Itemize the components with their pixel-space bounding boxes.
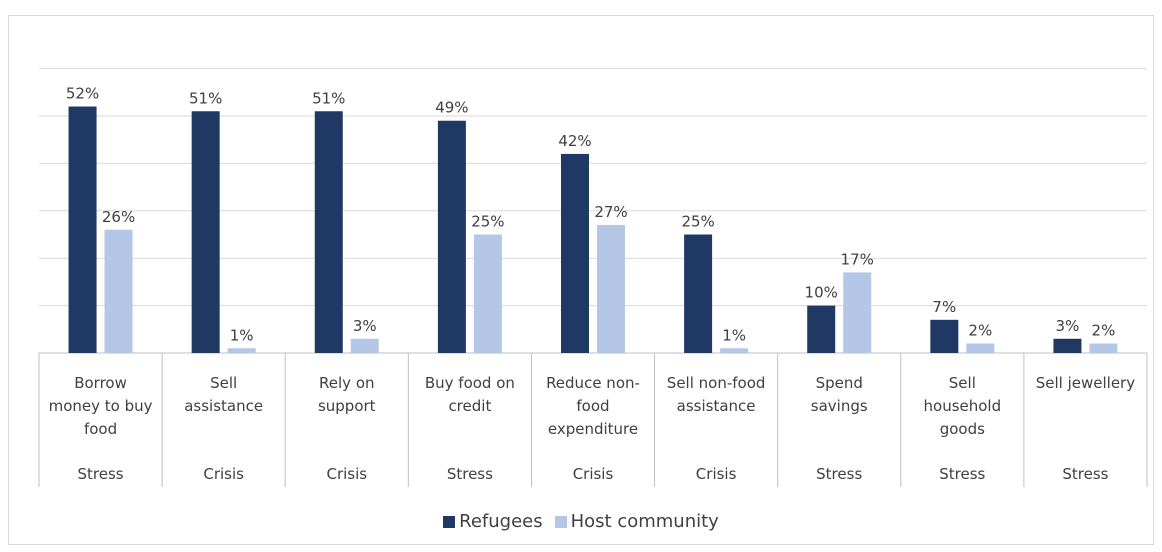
- bar-refugees: [807, 305, 836, 353]
- data-label-refugees: 51%: [312, 89, 345, 107]
- group-label: Stress: [78, 465, 124, 483]
- group-label: Crisis: [696, 465, 737, 483]
- data-label-host-community: 3%: [353, 317, 377, 335]
- legend-swatch-refugees: [443, 515, 456, 528]
- bar-refugees: [561, 153, 589, 353]
- category-label: household: [924, 397, 1002, 415]
- category-label: Buy food on: [425, 374, 515, 392]
- bar-refugees: [1053, 338, 1082, 353]
- data-label-refugees: 3%: [1056, 317, 1080, 335]
- bar-refugees: [191, 111, 220, 353]
- category-label: credit: [448, 397, 491, 415]
- group-label: Stress: [447, 465, 493, 483]
- bar-host-community: [227, 348, 256, 353]
- group-label: Stress: [1062, 465, 1108, 483]
- category-label: Spend: [816, 374, 863, 392]
- bar-refugees: [68, 106, 97, 354]
- category-label: Rely on: [319, 374, 374, 392]
- category-label: Sell: [949, 374, 976, 392]
- data-label-refugees: 49%: [435, 99, 468, 117]
- data-label-refugees: 42%: [558, 132, 591, 150]
- legend-item-host-community: Host community: [554, 511, 719, 532]
- group-label: Crisis: [203, 465, 244, 483]
- bar-refugees: [314, 111, 343, 353]
- data-label-host-community: 1%: [230, 326, 254, 344]
- group-label: Crisis: [326, 465, 367, 483]
- bar-refugees: [930, 319, 959, 353]
- category-label: assistance: [677, 397, 756, 415]
- bar-host-community: [720, 348, 749, 353]
- bar-refugees: [684, 234, 713, 353]
- bar-host-community: [1089, 343, 1118, 353]
- group-label: Stress: [939, 465, 985, 483]
- data-label-refugees: 52%: [66, 85, 99, 103]
- category-label: Reduce non-: [546, 374, 640, 392]
- category-label: goods: [940, 420, 985, 438]
- legend-label-host-community: Host community: [570, 511, 719, 532]
- data-label-host-community: 1%: [722, 326, 746, 344]
- category-label: food: [576, 397, 609, 415]
- bar-host-community: [350, 338, 379, 353]
- data-label-host-community: 17%: [841, 250, 874, 268]
- bar-refugees: [437, 120, 466, 354]
- group-label: Stress: [816, 465, 862, 483]
- bar-host-community: [104, 229, 133, 353]
- data-label-refugees: 10%: [805, 284, 838, 302]
- bar-host-community: [597, 225, 625, 353]
- group-label: Crisis: [573, 465, 614, 483]
- data-label-host-community: 2%: [968, 322, 992, 340]
- bar-host-community: [473, 234, 502, 353]
- category-label: Sell: [210, 374, 237, 392]
- data-label-refugees: 25%: [681, 213, 714, 231]
- data-label-host-community: 26%: [102, 208, 135, 226]
- legend-swatch-host-community: [554, 515, 567, 528]
- legend-item-refugees: Refugees: [443, 511, 543, 532]
- category-label: Borrow: [74, 374, 127, 392]
- bar-host-community: [843, 272, 872, 353]
- category-label: food: [84, 420, 117, 438]
- legend: Refugees Host community: [0, 511, 1162, 532]
- data-label-host-community: 25%: [471, 213, 504, 231]
- category-label: support: [318, 397, 376, 415]
- data-label-refugees: 7%: [932, 298, 956, 316]
- bar-host-community: [966, 343, 995, 353]
- category-label: money to buy: [49, 397, 153, 415]
- data-label-host-community: 27%: [594, 203, 627, 221]
- data-label-refugees: 51%: [189, 89, 222, 107]
- data-label-host-community: 2%: [1092, 322, 1116, 340]
- legend-label-refugees: Refugees: [459, 511, 543, 532]
- category-label: assistance: [184, 397, 263, 415]
- category-label: Sell jewellery: [1036, 374, 1135, 392]
- category-label: savings: [811, 397, 868, 415]
- category-label: Sell non-food: [667, 374, 766, 392]
- category-label: expenditure: [548, 420, 638, 438]
